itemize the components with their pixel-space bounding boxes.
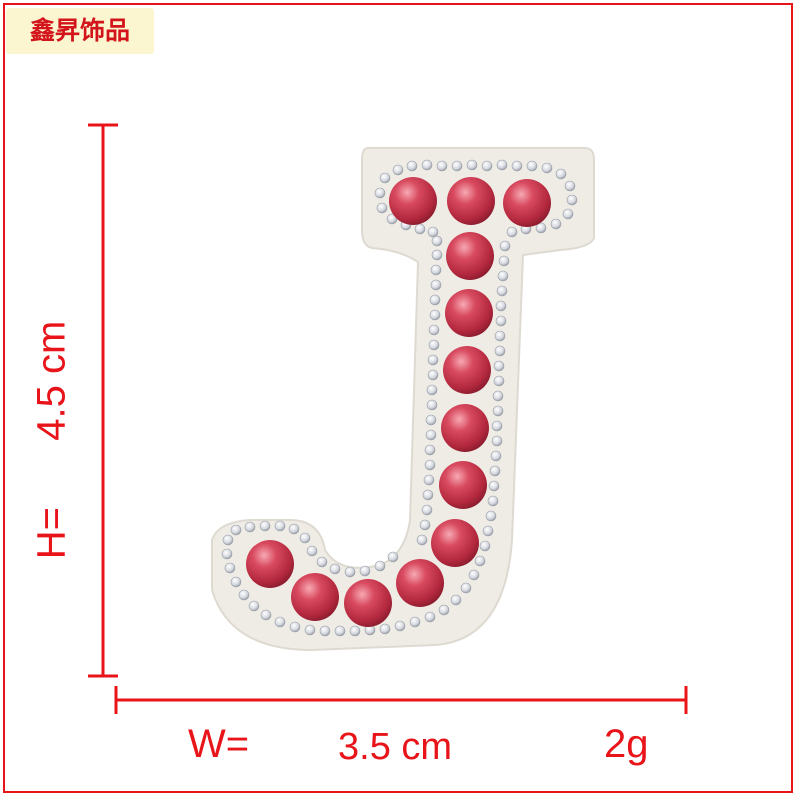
rhinestone-border: [221, 159, 578, 637]
height-label: H=: [29, 507, 74, 560]
height-value: 4.5 cm: [29, 320, 74, 441]
red-pearls: [246, 177, 551, 627]
weight-value: 2g: [604, 722, 649, 766]
height-annotation: H= 4.5 cm: [24, 290, 80, 590]
image-border: [3, 3, 793, 793]
width-value: 3.5 cm: [338, 726, 453, 768]
height-dimension-line: [88, 123, 118, 678]
width-label: W=: [188, 722, 250, 766]
brand-watermark: 鑫昇饰品: [6, 8, 154, 54]
width-dimension-line: [114, 686, 688, 714]
